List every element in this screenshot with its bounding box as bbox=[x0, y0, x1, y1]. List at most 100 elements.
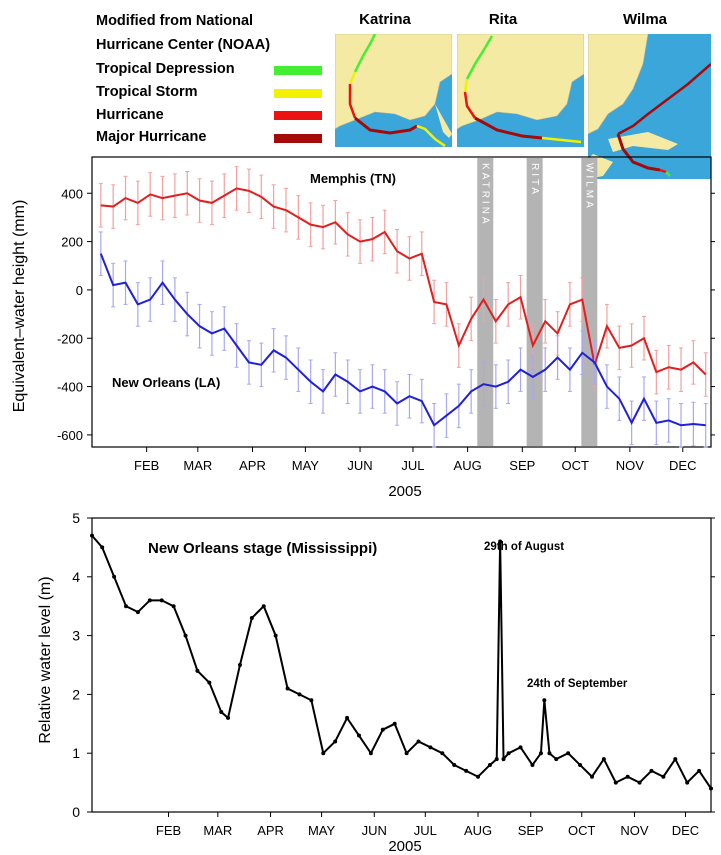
legend-swatch-tropical-depression bbox=[274, 66, 322, 75]
stage-point bbox=[124, 604, 129, 609]
x-tick-label: JUN bbox=[347, 458, 372, 473]
stage-point bbox=[661, 774, 666, 779]
stage-point bbox=[100, 545, 105, 550]
stage-point bbox=[159, 598, 164, 603]
x-tick-label: AUG bbox=[454, 458, 482, 473]
x-tick-label: MAR bbox=[183, 458, 212, 473]
legend-label-tropical-depression: Tropical Depression bbox=[96, 61, 235, 77]
map-rita-land bbox=[457, 34, 584, 130]
stage-point bbox=[487, 762, 492, 767]
stage-point bbox=[112, 574, 117, 579]
stage-point bbox=[518, 745, 523, 750]
stage-point bbox=[637, 780, 642, 785]
map-wilma-track-major bbox=[616, 133, 661, 172]
stage-point bbox=[428, 745, 433, 750]
map-rita-track-storm-early bbox=[541, 136, 582, 144]
map-rita-track-depression bbox=[465, 35, 494, 80]
chart1-xlabel: 2005 bbox=[388, 483, 421, 500]
map-katrina-track-hurricane bbox=[348, 84, 357, 119]
x-tick-label: MAY bbox=[308, 823, 336, 838]
stage-point bbox=[625, 774, 630, 779]
map-wilma-track bbox=[588, 34, 711, 179]
x-tick-label: NOV bbox=[616, 458, 645, 473]
hurricane-band-label: RITA bbox=[529, 163, 540, 197]
y-tick-label: 400 bbox=[61, 186, 83, 201]
stage-point bbox=[554, 757, 559, 762]
stage-point bbox=[237, 663, 242, 667]
stage-point bbox=[566, 751, 571, 756]
y-tick-label: 0 bbox=[76, 283, 83, 298]
chart1-series bbox=[98, 166, 708, 448]
x-tick-label: JUL bbox=[414, 823, 437, 838]
chart2-ylabel: Relative water level (m) bbox=[37, 576, 54, 743]
stage-point bbox=[440, 751, 445, 756]
stage-point bbox=[538, 751, 543, 756]
stage-point bbox=[697, 768, 702, 773]
x-tick-label: DEC bbox=[669, 458, 696, 473]
map-rita-track-hurricane bbox=[463, 91, 477, 119]
map-title-katrina: Katrina bbox=[359, 11, 411, 28]
y-tick-label: 2 bbox=[72, 686, 80, 702]
x-tick-label: NOV bbox=[620, 823, 649, 838]
map-katrina-track-storm-early bbox=[416, 124, 446, 147]
hurricane-band bbox=[581, 158, 598, 446]
map-katrina-track-storm bbox=[348, 71, 357, 85]
series-label-new-orleans: New Orleans (LA) bbox=[112, 375, 220, 390]
map-wilma-track-hurricane bbox=[659, 168, 667, 174]
x-tick-label: APR bbox=[257, 823, 284, 838]
hurricane-band bbox=[526, 158, 543, 446]
stage-point bbox=[392, 721, 397, 726]
y-tick-label: 1 bbox=[72, 745, 80, 761]
map-katrina-track-major bbox=[354, 116, 418, 135]
stage-point bbox=[135, 610, 140, 615]
annotation-29th-of-august: 29th of August bbox=[484, 541, 564, 553]
stage-point bbox=[147, 598, 152, 603]
y-tick-label: 3 bbox=[72, 628, 80, 644]
stage-point bbox=[547, 751, 552, 756]
stage-point bbox=[285, 686, 290, 691]
legend-swatch-major-hurricane bbox=[274, 134, 322, 143]
stage-point bbox=[207, 680, 212, 685]
legend-title-line2: Hurricane Center (NOAA) bbox=[96, 37, 271, 53]
stage-point bbox=[613, 780, 618, 785]
chart1-frame bbox=[91, 156, 712, 448]
stage-point bbox=[195, 668, 200, 673]
stage-point bbox=[171, 604, 176, 609]
map-wilma-track-depression bbox=[665, 171, 671, 177]
stage-point bbox=[333, 739, 338, 744]
chart2-frame bbox=[91, 517, 712, 813]
y-tick-label: 200 bbox=[61, 235, 83, 250]
stage-point bbox=[709, 786, 713, 791]
x-tick-label: SEP bbox=[509, 458, 535, 473]
x-tick-label: JUL bbox=[401, 458, 424, 473]
stage-point bbox=[589, 774, 594, 779]
series-label-memphis: Memphis (TN) bbox=[310, 171, 396, 186]
stage-point bbox=[368, 751, 373, 756]
stage-point bbox=[498, 539, 503, 544]
x-tick-label: MAY bbox=[292, 458, 320, 473]
map-rita-track-storm bbox=[463, 78, 469, 93]
chart2-xlabel: 2005 bbox=[388, 838, 421, 855]
legend-title-line1: Modified from National bbox=[96, 13, 254, 29]
stage-point bbox=[219, 710, 224, 715]
map-rita-track bbox=[457, 34, 584, 147]
stage-point bbox=[309, 698, 314, 703]
stage-point bbox=[273, 633, 278, 638]
hurricane-band-label: WILMA bbox=[584, 163, 595, 211]
x-tick-label: FEB bbox=[156, 823, 181, 838]
stage-point bbox=[476, 774, 481, 779]
x-tick-label: DEC bbox=[672, 823, 699, 838]
stage-point bbox=[601, 757, 606, 762]
chart1-ylabel: Equivalent–water height (mm) bbox=[11, 200, 28, 413]
stage-point bbox=[380, 727, 385, 732]
map-katrina-florida bbox=[435, 104, 452, 138]
stage-point bbox=[356, 733, 361, 738]
stage-point bbox=[416, 739, 421, 744]
stage-point bbox=[297, 692, 302, 697]
y-tick-label: 4 bbox=[72, 569, 80, 585]
map-wilma-track-extratropical bbox=[617, 63, 711, 136]
stage-point bbox=[321, 751, 326, 756]
stage-line bbox=[91, 534, 712, 790]
x-tick-label: OCT bbox=[568, 823, 596, 838]
stage-point bbox=[649, 768, 654, 773]
